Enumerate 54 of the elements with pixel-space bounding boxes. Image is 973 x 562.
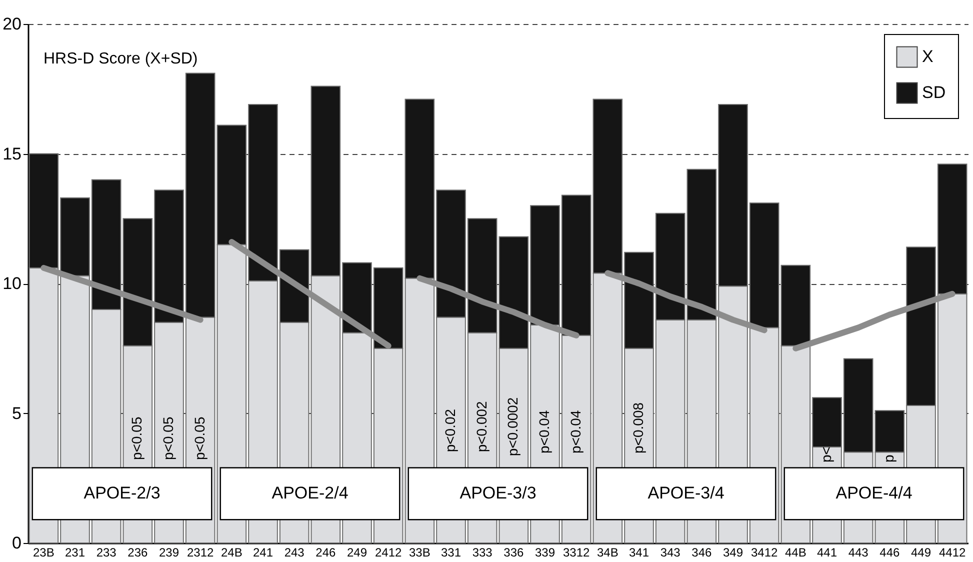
annotation: p<0.0002 [504,397,521,456]
x-tick-label: 249 [346,546,368,560]
x-tick-label: 331 [440,546,462,560]
annotation: p<0.002 [473,400,490,452]
y-tick-label: 10 [2,274,22,293]
x-tick-label: 339 [534,546,556,560]
x-tick-label: 2312 [186,546,214,560]
x-tick-label: 441 [816,546,838,560]
y-axis-title: HRS-D Score (X+SD) [44,50,198,68]
annotation: p<0.05 [160,416,176,460]
x-tick-label: 3312 [562,546,590,560]
x-tick-label: 3412 [750,546,778,560]
x-tick-label: 2412 [374,546,402,560]
annotation: p<0.008 [630,402,646,454]
x-tick-label: 243 [284,546,305,560]
x-tick-label: 446 [880,546,900,560]
x-tick-label: 44B [784,546,806,560]
x-tick-label: 346 [692,546,712,560]
x-tick-label: 4412 [938,546,966,560]
annotation: APOE-2/4 [272,484,348,503]
annotation: p<0.05 [128,416,145,460]
x-tick-label: 449 [910,546,932,560]
y-tick-label: 5 [12,404,22,423]
annotation: p< [818,446,834,463]
x-tick-label: 233 [96,546,117,560]
annotation: APOE-4/4 [836,484,912,503]
y-tick-label: 0 [12,534,22,552]
x-tick-label: 231 [64,546,86,560]
annotation: p<0.04 [536,410,552,454]
x-tick-label: 336 [504,546,524,560]
x-tick-label: 343 [660,546,681,560]
x-tick-label: 34B [596,546,618,560]
x-tick-label: 341 [628,546,650,560]
x-tick-label: 333 [472,546,493,560]
x-tick-label: 241 [252,546,274,560]
y-tick-label: 20 [2,14,22,34]
y-tick-label: 15 [2,144,22,164]
annotation: p<0.05 [191,416,208,460]
x-tick-label: 239 [158,546,180,560]
annotation: APOE-3/3 [460,484,536,503]
x-tick-label: 24B [220,546,242,560]
annotation: p<0.02 [442,408,458,452]
x-tick-label: 246 [316,546,336,560]
x-tick-label: 33B [408,546,430,560]
annotation: APOE-3/4 [648,484,724,503]
x-tick-label: 349 [722,546,744,560]
legend-label: SD [922,83,946,102]
x-tick-label: 236 [128,546,148,560]
x-tick-label: 443 [848,546,869,560]
x-tick-label: 23B [32,546,54,560]
annotation: APOE-2/3 [84,484,160,503]
annotation: p [880,454,897,463]
legend-label: X [922,47,934,66]
annotation: p<0.04 [567,410,584,454]
